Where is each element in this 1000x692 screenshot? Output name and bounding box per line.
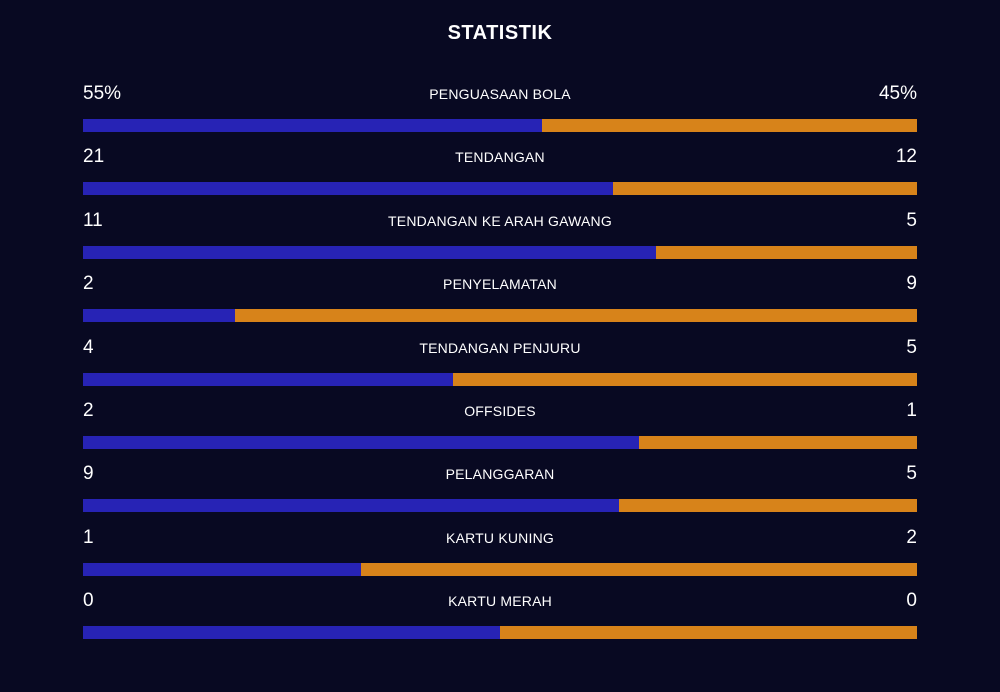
stat-label: PELANGGARAN — [445, 466, 555, 483]
home-value: 2 — [83, 273, 94, 295]
home-bar-segment — [83, 119, 542, 132]
stat-row: 9 PELANGGARAN 5 — [83, 460, 917, 523]
away-value: 5 — [906, 209, 917, 231]
home-bar-segment — [83, 626, 500, 640]
home-bar-segment — [83, 245, 657, 259]
home-bar-segment — [83, 499, 620, 513]
home-value: 0 — [83, 590, 94, 612]
home-value: 55% — [83, 83, 122, 104]
stat-row: 55% PENGUASAAN BOLA 45% — [83, 80, 917, 143]
away-value: 9 — [906, 273, 917, 295]
stat-bar — [83, 626, 917, 640]
stat-bar — [83, 309, 917, 323]
stat-row: 0 KARTU MERAH 0 — [83, 587, 917, 650]
away-value: 45% — [878, 83, 917, 104]
away-bar-segment — [234, 309, 917, 323]
home-value: 21 — [83, 146, 105, 168]
home-value: 4 — [83, 336, 94, 358]
stat-label: OFFSIDES — [464, 402, 536, 419]
stat-bar — [83, 119, 917, 132]
stat-bar — [83, 562, 917, 576]
away-bar-segment — [656, 245, 917, 259]
away-value: 12 — [895, 146, 917, 168]
panel-title: STATISTIK — [447, 22, 553, 44]
stat-label: TENDANGAN PENJURU — [419, 339, 581, 356]
away-bar-segment — [360, 562, 917, 576]
home-bar-segment — [83, 435, 640, 449]
stat-row: 11 TENDANGAN KE ARAH GAWANG 5 — [83, 207, 917, 270]
away-bar-segment — [541, 119, 917, 132]
stat-label: KARTU KUNING — [446, 529, 554, 546]
away-value: 1 — [906, 399, 917, 421]
stats-list: 55% PENGUASAAN BOLA 45% 21 TENDANGAN 12 11 TEND… — [83, 80, 917, 651]
home-bar-segment — [83, 372, 454, 386]
home-value: 9 — [83, 463, 94, 485]
stat-bar — [83, 435, 917, 449]
stat-row: 1 KARTU KUNING 2 — [83, 524, 917, 587]
stat-label: TENDANGAN KE ARAH GAWANG — [388, 212, 612, 229]
away-bar-segment — [500, 626, 917, 640]
stat-row: 21 TENDANGAN 12 — [83, 143, 917, 206]
home-bar-segment — [83, 309, 235, 323]
away-value: 5 — [906, 336, 917, 358]
stat-bar — [83, 372, 917, 386]
stat-bar — [83, 499, 917, 513]
home-value: 1 — [83, 526, 94, 548]
stat-label: KARTU MERAH — [448, 593, 552, 610]
stat-row: 2 PENYELAMATAN 9 — [83, 270, 917, 333]
away-bar-segment — [619, 499, 917, 513]
stat-row: 4 TENDANGAN PENJURU 5 — [83, 334, 917, 397]
away-bar-segment — [453, 372, 917, 386]
away-bar-segment — [639, 435, 917, 449]
stat-label: PENYELAMATAN — [443, 276, 557, 293]
home-value: 11 — [83, 209, 103, 231]
home-bar-segment — [83, 182, 614, 196]
away-value: 2 — [906, 526, 917, 548]
away-value: 5 — [906, 463, 917, 485]
away-value: 0 — [906, 590, 917, 612]
stat-row: 2 OFFSIDES 1 — [83, 397, 917, 460]
stat-label: PENGUASAAN BOLA — [429, 86, 571, 102]
home-value: 2 — [83, 399, 94, 421]
stat-bar — [83, 245, 917, 259]
stat-bar — [83, 182, 917, 196]
stat-label: TENDANGAN — [455, 149, 545, 166]
away-bar-segment — [613, 182, 917, 196]
home-bar-segment — [83, 562, 361, 576]
